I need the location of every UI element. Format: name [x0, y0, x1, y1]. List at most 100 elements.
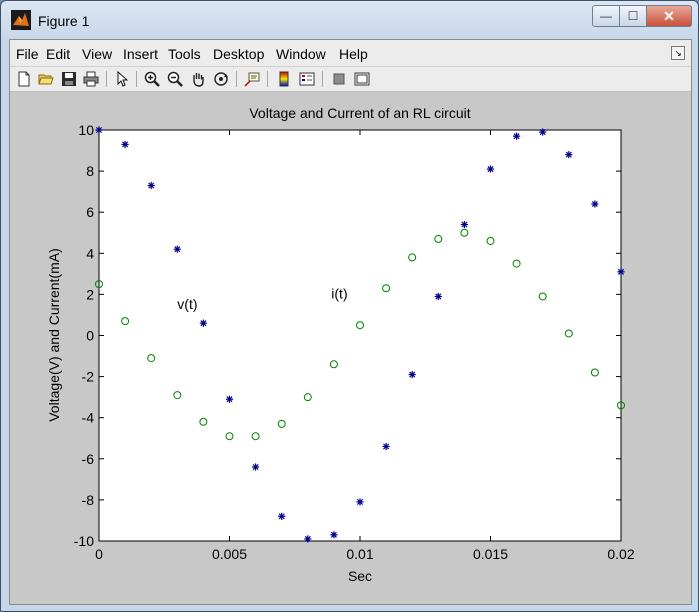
circle-marker	[303, 393, 312, 402]
y-tick-label: -6	[82, 451, 95, 467]
menu-desktop[interactable]: Desktop	[213, 46, 265, 62]
menu-edit[interactable]: Edit	[46, 46, 71, 62]
circle-marker	[225, 432, 234, 441]
dock-figure-icon[interactable]: ↘	[671, 46, 685, 60]
toolbar-separator	[106, 71, 107, 87]
star-marker	[330, 531, 338, 539]
star-marker	[356, 498, 364, 506]
chart-title: Voltage and Current of an RL circuit	[249, 105, 470, 121]
zoom-out-icon[interactable]	[167, 71, 183, 87]
figure-toolbar	[10, 67, 691, 92]
data-cursor-icon[interactable]	[244, 71, 260, 87]
title-bar[interactable]: Figure 1 — ☐ ✕	[1, 1, 698, 39]
pointer-icon[interactable]	[114, 71, 130, 87]
star-marker	[591, 200, 599, 208]
circle-marker	[147, 354, 156, 363]
star-marker	[513, 132, 521, 140]
x-axis-label: Sec	[348, 568, 372, 584]
window-controls: — ☐ ✕	[592, 5, 692, 27]
x-tick-label: 0.005	[212, 546, 247, 562]
star-marker	[539, 128, 547, 136]
open-folder-icon[interactable]	[38, 71, 54, 87]
circle-marker	[564, 329, 573, 338]
x-tick-label: 0.01	[346, 546, 373, 562]
maximize-button[interactable]: ☐	[620, 5, 647, 27]
matlab-logo-icon	[11, 10, 31, 30]
star-marker	[147, 181, 155, 190]
hide-plot-tools-icon[interactable]	[331, 71, 347, 87]
circle-marker	[329, 360, 338, 369]
scatter-chart: Voltage and Current of an RL circuit 0 0.…	[46, 105, 635, 584]
star-marker	[278, 512, 286, 520]
star-marker	[121, 140, 129, 148]
print-icon[interactable]	[83, 71, 99, 87]
circle-marker	[590, 368, 599, 377]
x-tick-label: 0	[95, 546, 103, 562]
toolbar-separator	[136, 71, 137, 87]
star-marker	[304, 535, 312, 543]
rotate-3d-icon[interactable]	[213, 71, 229, 87]
circle-marker	[617, 401, 625, 410]
star-marker	[486, 165, 495, 173]
y-tick-label: -2	[82, 369, 95, 385]
star-marker	[173, 245, 181, 253]
toolbar-separator	[236, 71, 237, 87]
menu-file[interactable]: File	[16, 46, 39, 62]
y-tick-label: 2	[86, 286, 94, 302]
plot-area: Voltage and Current of an RL circuit 0 0.…	[10, 92, 691, 604]
toolbar-separator	[322, 71, 323, 87]
circle-marker	[173, 391, 182, 400]
star-marker	[225, 395, 234, 403]
star-marker	[565, 151, 573, 159]
axes-box[interactable]	[98, 129, 622, 542]
circle-marker	[95, 280, 103, 289]
menu-view[interactable]: View	[82, 46, 113, 62]
annotation-label: v(t)	[177, 296, 197, 312]
x-tick-label: 0.02	[607, 546, 634, 562]
circle-marker	[460, 228, 469, 237]
colorbar-icon[interactable]	[276, 71, 292, 87]
figure-client-area: File Edit View Insert Tools Desktop Wind…	[9, 39, 692, 605]
minimize-button[interactable]: —	[592, 5, 620, 27]
circle-marker	[199, 417, 208, 426]
star-marker	[460, 220, 468, 229]
y-tick-label: -8	[82, 492, 95, 508]
circle-marker	[277, 419, 286, 428]
menu-tools[interactable]: Tools	[168, 46, 201, 62]
circle-marker	[486, 236, 495, 245]
star-marker	[95, 126, 103, 134]
star-marker	[252, 463, 260, 471]
y-axis-label: Voltage(V) and Current(mA)	[46, 248, 62, 422]
circle-marker	[408, 253, 417, 262]
y-tick-label: 8	[86, 163, 94, 179]
new-file-icon[interactable]	[16, 71, 32, 87]
show-plot-tools-icon[interactable]	[354, 71, 370, 87]
x-tick-label: 0.015	[473, 546, 508, 562]
series-0	[95, 126, 625, 543]
pan-hand-icon[interactable]	[190, 71, 206, 87]
y-tick-label: 0	[86, 328, 94, 344]
circle-marker	[512, 259, 521, 268]
circle-marker	[251, 432, 260, 441]
star-marker	[199, 319, 207, 327]
save-icon[interactable]	[61, 71, 77, 87]
star-marker	[382, 442, 390, 451]
annotation-label: i(t)	[331, 286, 347, 302]
star-marker	[617, 268, 625, 276]
menu-window[interactable]: Window	[276, 46, 326, 62]
zoom-in-icon[interactable]	[144, 71, 160, 87]
circle-marker	[538, 292, 547, 301]
close-button[interactable]: ✕	[647, 5, 692, 27]
circle-marker	[121, 317, 130, 326]
circle-marker	[434, 234, 443, 243]
star-marker	[434, 292, 442, 301]
circle-marker	[382, 284, 391, 293]
legend-icon[interactable]	[299, 71, 315, 87]
y-tick-label: -4	[82, 410, 95, 426]
toolbar-separator	[267, 71, 268, 87]
menu-insert[interactable]: Insert	[123, 46, 159, 62]
menu-help[interactable]: Help	[339, 46, 368, 62]
star-marker	[408, 370, 416, 379]
window-title: Figure 1	[38, 13, 90, 29]
